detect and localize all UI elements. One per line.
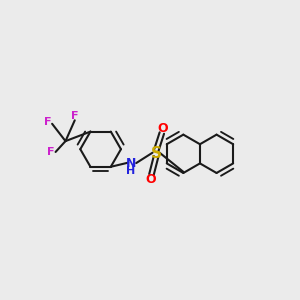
Text: O: O xyxy=(145,173,156,186)
Text: N: N xyxy=(126,157,136,170)
Text: F: F xyxy=(44,117,52,127)
Text: O: O xyxy=(158,122,168,135)
Text: F: F xyxy=(47,147,54,157)
Text: F: F xyxy=(71,111,79,121)
Text: H: H xyxy=(127,166,136,176)
Text: S: S xyxy=(151,146,162,161)
